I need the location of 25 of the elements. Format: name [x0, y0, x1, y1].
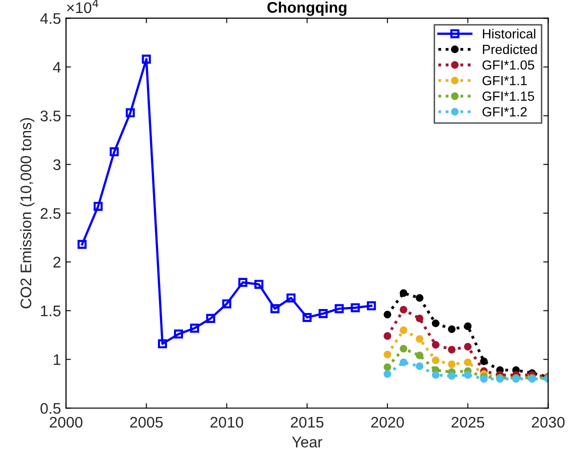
x-axis-title: Year — [292, 436, 322, 448]
y-tick-label: 3 — [53, 159, 60, 170]
y-tick-label: 4 — [53, 62, 61, 73]
y-tick-label: 1.5 — [41, 306, 61, 316]
x-tick-label: 2020 — [371, 416, 404, 428]
x-tick-label: 2010 — [210, 416, 244, 428]
y-tick-label: 2.5 — [40, 208, 61, 219]
y-tick-label: 4.5 — [40, 13, 61, 24]
x-tick-label: 2005 — [130, 416, 163, 428]
chart-title: Chongqing — [267, 2, 346, 16]
x-tick-label: 2000 — [50, 416, 82, 428]
legend-label: Predicted — [482, 44, 537, 54]
legend-label: GFI*1.2 — [482, 107, 527, 116]
legend-label: GFI*1.15 — [482, 92, 534, 101]
y-tick-label: 3.5 — [40, 110, 61, 122]
legend-label: GFI*1.05 — [482, 60, 534, 70]
x-tick-label: 2015 — [290, 416, 324, 428]
legend-label: Historical — [482, 28, 536, 38]
y-tick-label: 1 — [54, 354, 60, 365]
legend-label: GFI*1.1 — [482, 76, 527, 86]
y-tick-label: 0.5 — [40, 402, 61, 414]
x-tick-label: 2025 — [452, 416, 484, 428]
y-axis-title: CO2 Emission (10,000 tons) — [20, 118, 34, 308]
x-tick-label: 2030 — [532, 416, 565, 428]
y-tick-label: 2 — [53, 256, 60, 268]
